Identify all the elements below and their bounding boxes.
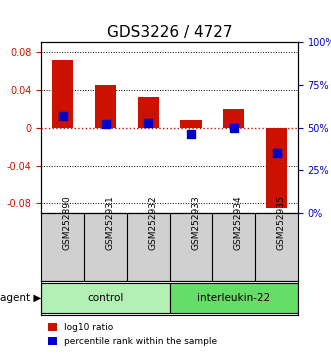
Bar (223, 109, 245, 128)
Text: GSM252934: GSM252934 (234, 196, 243, 250)
Legend: log10 ratio, percentile rank within the sample: log10 ratio, percentile rank within the … (44, 320, 221, 349)
Point (231, 125, 236, 131)
Bar (95, 85, 116, 128)
Text: agent ▶: agent ▶ (0, 293, 41, 303)
Title: GDS3226 / 4727: GDS3226 / 4727 (107, 25, 232, 40)
Bar (52, 61, 73, 128)
Text: GSM252935: GSM252935 (276, 196, 286, 250)
Text: GSM252933: GSM252933 (191, 196, 200, 250)
FancyBboxPatch shape (169, 283, 298, 313)
Text: GSM252931: GSM252931 (106, 196, 115, 250)
Text: GSM252890: GSM252890 (63, 196, 72, 250)
Bar (266, 128, 287, 208)
Bar (180, 120, 202, 128)
Point (146, 120, 151, 125)
Text: control: control (87, 293, 124, 303)
Point (188, 132, 194, 137)
Point (103, 121, 108, 127)
FancyBboxPatch shape (41, 283, 169, 313)
Point (60, 113, 66, 119)
Bar (138, 97, 159, 128)
Text: interleukin-22: interleukin-22 (197, 293, 270, 303)
Point (274, 150, 279, 156)
Text: GSM252932: GSM252932 (148, 196, 157, 250)
